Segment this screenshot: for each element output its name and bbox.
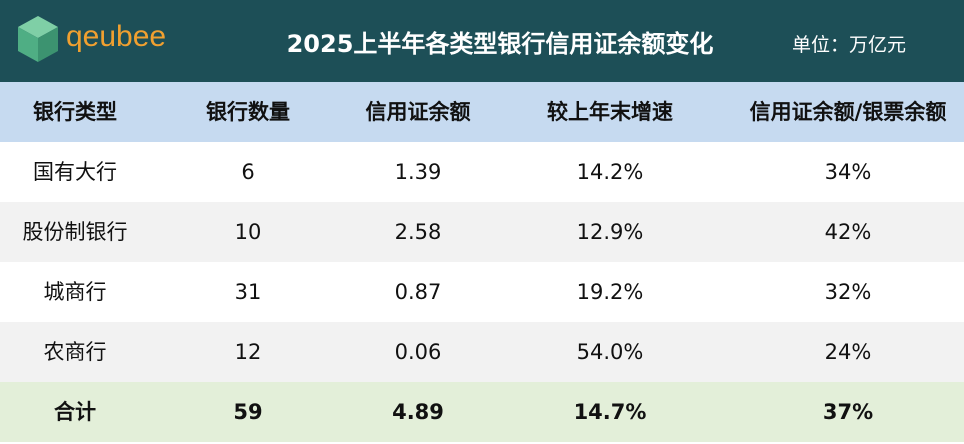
cell: 0.87 (394, 280, 442, 304)
cell: 14.2% (576, 160, 644, 184)
cell: 信用证余额/银票余额 (749, 100, 947, 124)
table-row: 国有大行 6 1.39 14.2% 34% (0, 142, 964, 203)
cell: 银行数量 (206, 100, 290, 124)
header-bar: qeubee 2025上半年各类型银行信用证余额变化 单位：万亿元 (0, 0, 964, 82)
cell: 农商行 (43, 340, 107, 364)
cell: 14.7% (573, 400, 647, 424)
table-row: 股份制银行 10 2.58 12.9% 42% (0, 202, 964, 263)
column-header-row: 银行类型 银行数量 信用证余额 较上年末增速 信用证余额/银票余额 (0, 82, 964, 142)
cell: 31 (234, 280, 262, 304)
cell: 合计 (54, 400, 96, 424)
cell: 银行类型 (33, 100, 117, 124)
cell: 59 (233, 400, 263, 424)
logo-icon (18, 16, 58, 62)
cell: 54.0% (576, 340, 644, 364)
cell: 12.9% (576, 220, 644, 244)
table-row: 城商行 31 0.87 19.2% 32% (0, 262, 964, 323)
table-row: 农商行 12 0.06 54.0% 24% (0, 322, 964, 383)
logo-text: qeubee (66, 20, 167, 53)
cell: 股份制银行 (22, 220, 128, 244)
cell: 国有大行 (33, 160, 117, 184)
cell: 32% (824, 280, 872, 304)
cell: 6 (241, 160, 255, 184)
cell: 12 (234, 340, 262, 364)
cell: 0.06 (394, 340, 442, 364)
cell: 4.89 (392, 400, 444, 424)
cell: 城商行 (43, 280, 107, 304)
cell: 2.58 (394, 220, 442, 244)
cell: 10 (234, 220, 262, 244)
cell: 信用证余额 (365, 100, 471, 124)
cell: 24% (824, 340, 872, 364)
cell: 1.39 (394, 160, 442, 184)
cell: 34% (824, 160, 872, 184)
cell: 19.2% (576, 280, 644, 304)
cell: 37% (822, 400, 874, 424)
total-row: 合计 59 4.89 14.7% 37% (0, 382, 964, 442)
cell: 42% (824, 220, 872, 244)
title: 2025上半年各类型银行信用证余额变化 (286, 30, 714, 58)
unit: 单位：万亿元 (792, 34, 907, 56)
cell: 较上年末增速 (547, 100, 673, 124)
